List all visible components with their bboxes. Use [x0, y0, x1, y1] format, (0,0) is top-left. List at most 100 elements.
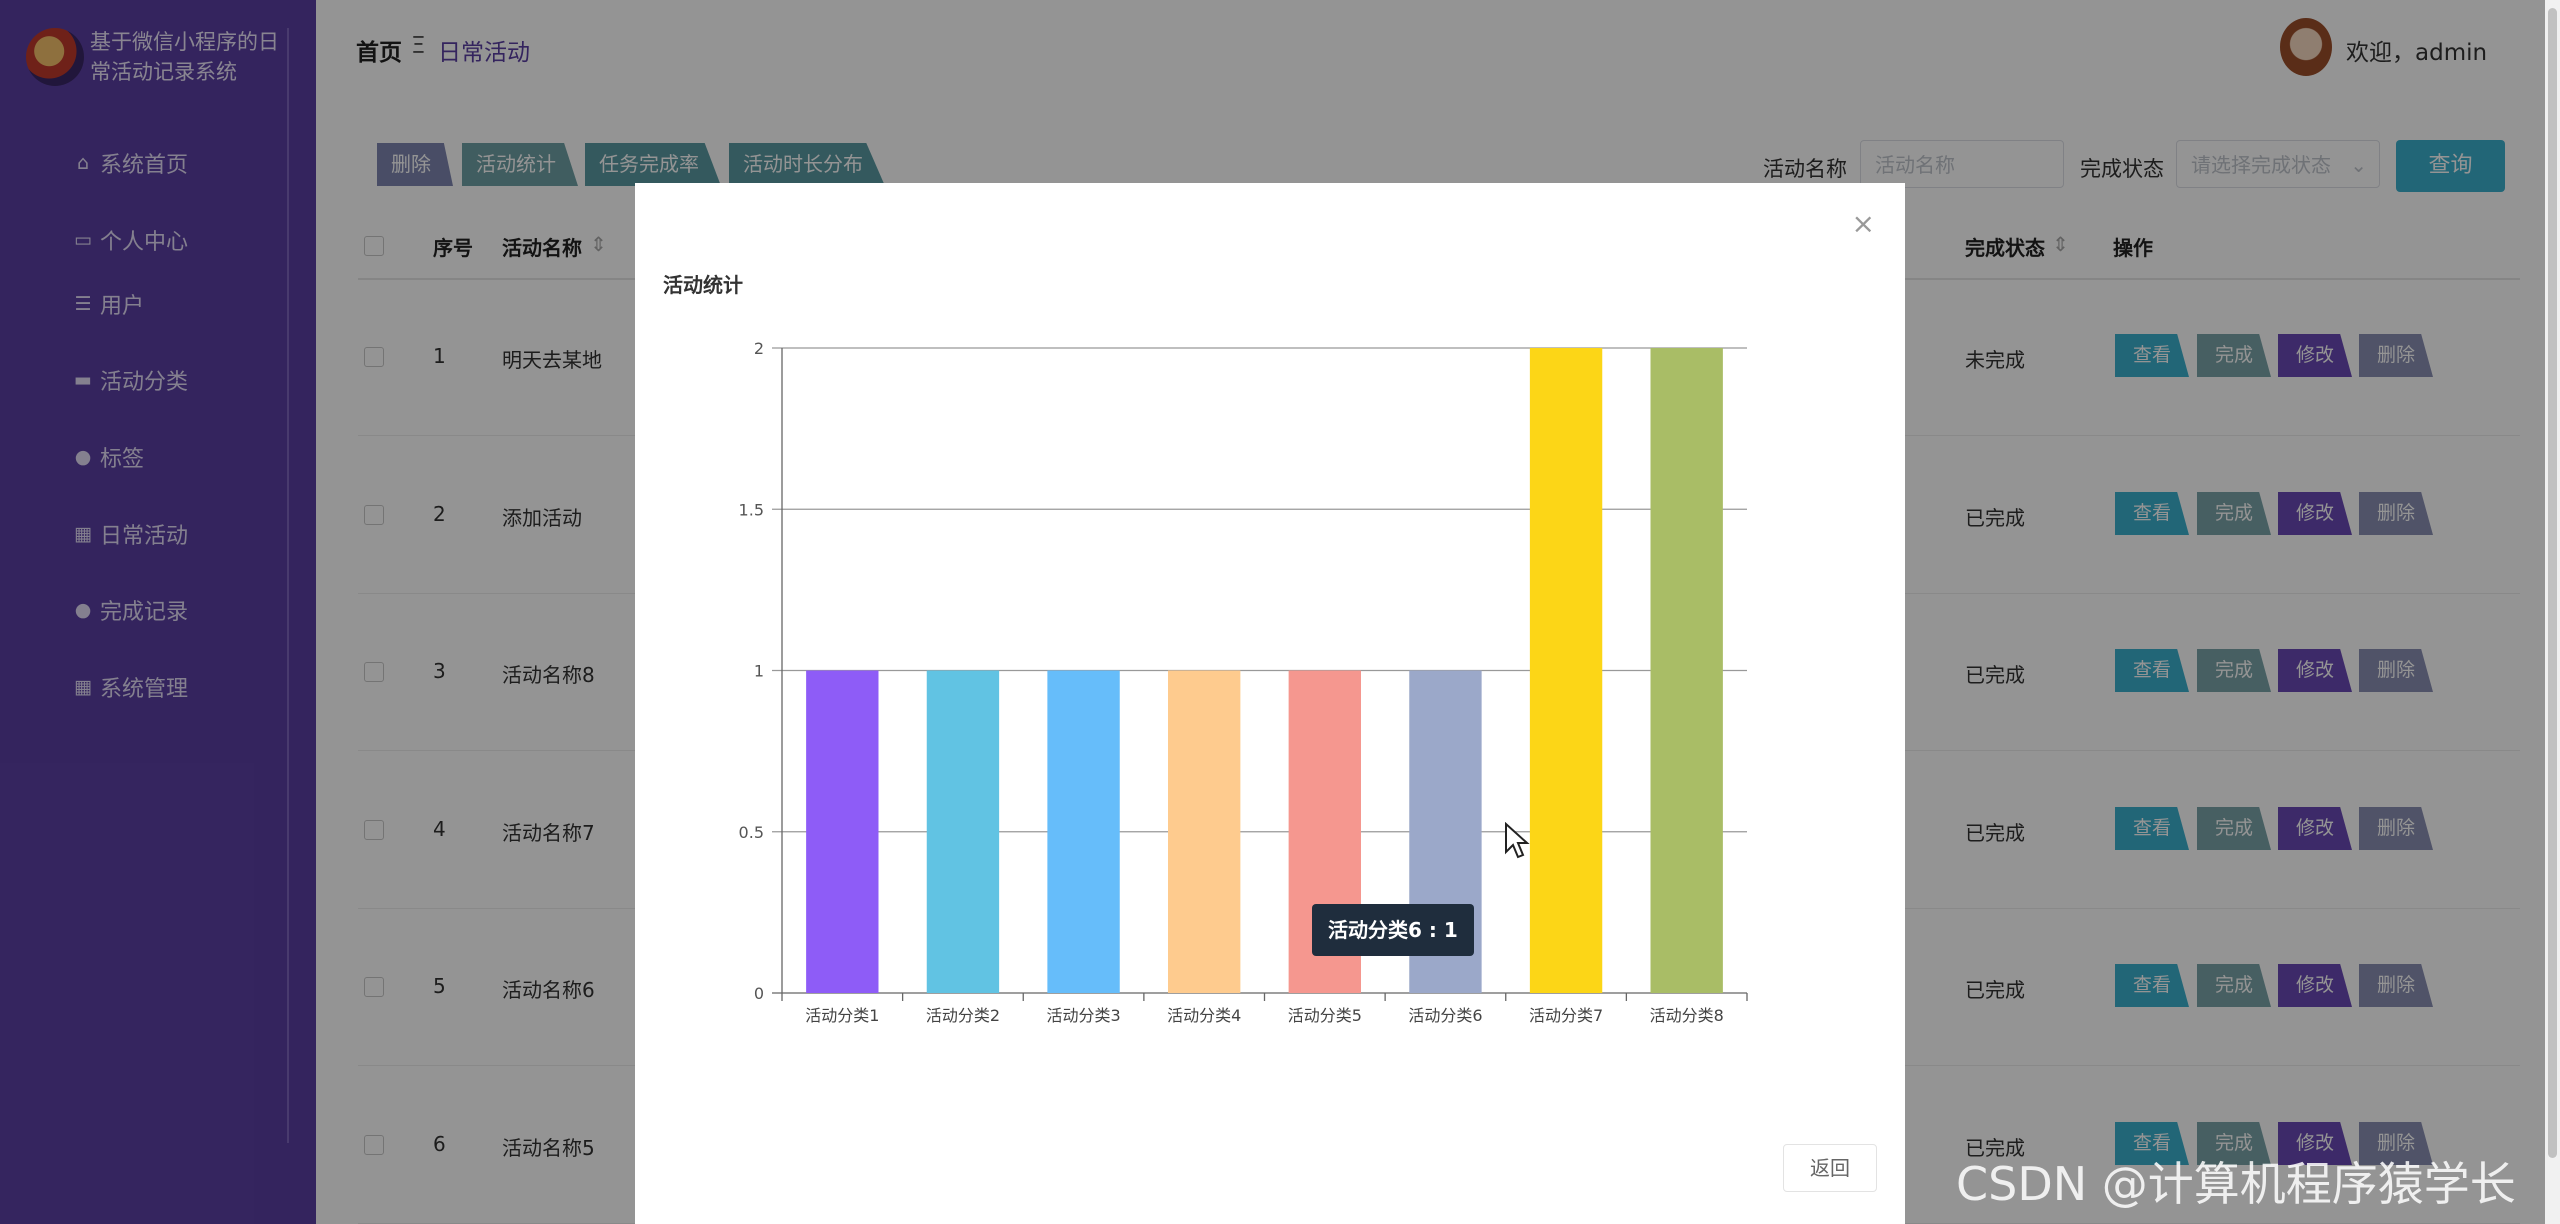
breadcrumb-current: 日常活动 — [438, 40, 530, 66]
row-activity-name: 活动名称8 — [502, 663, 595, 687]
monitor-icon: ▬ — [74, 369, 92, 391]
row-checkbox[interactable] — [364, 347, 384, 367]
sidebar-item-label: 标签 — [100, 447, 145, 472]
view-button[interactable]: 查看 — [2115, 334, 2189, 377]
welcome-text: 欢迎，admin — [2346, 40, 2488, 66]
view-button[interactable]: 查看 — [2115, 964, 2189, 1007]
y-tick-label: 0 — [754, 984, 764, 1003]
breadcrumb-separator-icon: Ξ — [411, 33, 426, 59]
bar — [1047, 670, 1120, 993]
y-tick-label: 2 — [754, 339, 764, 358]
calendar-icon: ▭ — [74, 229, 92, 251]
mouse-cursor-icon — [1505, 822, 1530, 859]
view-button[interactable]: 查看 — [2115, 1122, 2189, 1165]
grid-icon: ▦ — [74, 523, 92, 545]
bar — [926, 670, 1000, 993]
grid-icon: ▦ — [74, 676, 92, 698]
row-checkbox[interactable] — [364, 662, 384, 682]
sidebar-divider — [287, 28, 289, 1143]
status-select[interactable]: 请选择完成状态 ⌄ — [2176, 140, 2380, 188]
sort-icon[interactable]: ⇕ — [2052, 232, 2069, 256]
row-status: 已完成 — [1965, 663, 2025, 687]
complete-button[interactable]: 完成 — [2197, 334, 2271, 377]
delete-row-button[interactable]: 删除 — [2359, 1122, 2433, 1165]
x-tick-label: 活动分类5 — [1288, 1006, 1362, 1025]
sidebar-item-tags[interactable]: ● 标签 — [72, 441, 144, 473]
completion-rate-button[interactable]: 任务完成率 — [585, 143, 721, 186]
sidebar-item-label: 个人中心 — [100, 230, 189, 255]
app-title: 基于微信小程序的日常活动记录系统 — [90, 30, 279, 84]
delete-row-button[interactable]: 删除 — [2359, 964, 2433, 1007]
row-checkbox[interactable] — [364, 1135, 384, 1155]
bar — [1650, 348, 1723, 993]
status-label: 完成状态 — [2080, 157, 2164, 181]
edit-button[interactable]: 修改 — [2278, 807, 2352, 850]
column-name[interactable]: 活动名称 — [502, 236, 582, 260]
home-icon: ⌂ — [76, 152, 90, 174]
activity-stats-button[interactable]: 活动统计 — [462, 143, 578, 186]
return-button[interactable]: 返回 — [1783, 1144, 1877, 1192]
chart-tooltip: 活动分类6 : 1 — [1312, 904, 1474, 956]
row-status: 已完成 — [1965, 1136, 2025, 1160]
sidebar-item-system-management[interactable]: ▦ 系统管理 — [72, 671, 188, 703]
edit-button[interactable]: 修改 — [2278, 964, 2352, 1007]
sidebar-item-label: 日常活动 — [100, 524, 189, 549]
delete-row-button[interactable]: 删除 — [2359, 807, 2433, 850]
delete-row-button[interactable]: 删除 — [2359, 492, 2433, 535]
edit-button[interactable]: 修改 — [2278, 649, 2352, 692]
row-checkbox[interactable] — [364, 820, 384, 840]
complete-button[interactable]: 完成 — [2197, 807, 2271, 850]
row-activity-name: 活动名称7 — [502, 821, 595, 845]
edit-button[interactable]: 修改 — [2278, 1122, 2352, 1165]
delete-row-button[interactable]: 删除 — [2359, 649, 2433, 692]
activity-name-input[interactable]: 活动名称 — [1860, 140, 2064, 188]
search-button[interactable]: 查询 — [2396, 140, 2505, 192]
edit-button[interactable]: 修改 — [2278, 492, 2352, 535]
activity-name-label: 活动名称 — [1763, 157, 1847, 181]
x-tick-label: 活动分类3 — [1046, 1006, 1120, 1025]
table-row: 4 活动名称7 已完成 查看 完成 修改 删除 — [358, 751, 2520, 909]
sidebar-item-daily-activity[interactable]: ▦ 日常活动 — [72, 518, 188, 550]
view-button[interactable]: 查看 — [2115, 807, 2189, 850]
row-activity-name: 活动名称6 — [502, 978, 595, 1002]
sort-icon[interactable]: ⇕ — [590, 232, 607, 256]
select-all-checkbox[interactable] — [364, 236, 384, 256]
close-icon[interactable]: × — [1851, 207, 1875, 240]
stats-dialog: × 活动统计 0 0.5 1 1.5 2 活动分类1 活动分类2 活动分类3 活动分类4 活动分类… — [635, 183, 1905, 1224]
complete-button[interactable]: 完成 — [2197, 649, 2271, 692]
sidebar: 基于微信小程序的日常活动记录系统 ⌂ 系统首页 ▭ 个人中心 ☰ 用户 ▬ 活动… — [0, 0, 316, 1224]
complete-button[interactable]: 完成 — [2197, 964, 2271, 1007]
delete-row-button[interactable]: 删除 — [2359, 334, 2433, 377]
column-status[interactable]: 完成状态 — [1965, 236, 2045, 260]
y-tick-label: 1 — [754, 662, 764, 681]
row-checkbox[interactable] — [364, 505, 384, 525]
sidebar-item-completion-records[interactable]: ● 完成记录 — [72, 594, 188, 626]
duration-distribution-button[interactable]: 活动时长分布 — [729, 143, 885, 186]
x-tick-label: 活动分类8 — [1650, 1006, 1724, 1025]
chart-title: 活动统计 — [663, 273, 743, 297]
bar-chart: 0 0.5 1 1.5 2 活动分类1 活动分类2 活动分类3 活动分类4 活动分类5 活动分类6 活… — [739, 339, 1748, 1025]
complete-button[interactable]: 完成 — [2197, 1122, 2271, 1165]
row-index: 2 — [433, 502, 446, 526]
view-button[interactable]: 查看 — [2115, 492, 2189, 535]
scrollbar-thumb[interactable] — [2548, 8, 2557, 1158]
view-button[interactable]: 查看 — [2115, 649, 2189, 692]
sidebar-item-label: 系统首页 — [100, 153, 189, 178]
row-index: 6 — [433, 1132, 446, 1156]
edit-button[interactable]: 修改 — [2278, 334, 2352, 377]
sidebar-item-users[interactable]: ☰ 用户 — [72, 288, 144, 320]
x-tick-label: 活动分类6 — [1408, 1006, 1482, 1025]
sidebar-item-activity-category[interactable]: ▬ 活动分类 — [72, 364, 188, 396]
complete-button[interactable]: 完成 — [2197, 492, 2271, 535]
column-actions: 操作 — [2113, 236, 2153, 260]
avatar[interactable] — [2280, 18, 2332, 76]
sidebar-item-profile[interactable]: ▭ 个人中心 — [72, 224, 188, 256]
bar — [806, 670, 879, 993]
sidebar-item-label: 活动分类 — [100, 370, 189, 395]
breadcrumb-home[interactable]: 首页 — [356, 40, 402, 66]
delete-button[interactable]: 删除 — [377, 143, 453, 186]
sidebar-item-home[interactable]: ⌂ 系统首页 — [72, 147, 188, 179]
row-activity-name: 明天去某地 — [502, 348, 602, 372]
row-checkbox[interactable] — [364, 977, 384, 997]
row-activity-name: 添加活动 — [502, 506, 582, 530]
